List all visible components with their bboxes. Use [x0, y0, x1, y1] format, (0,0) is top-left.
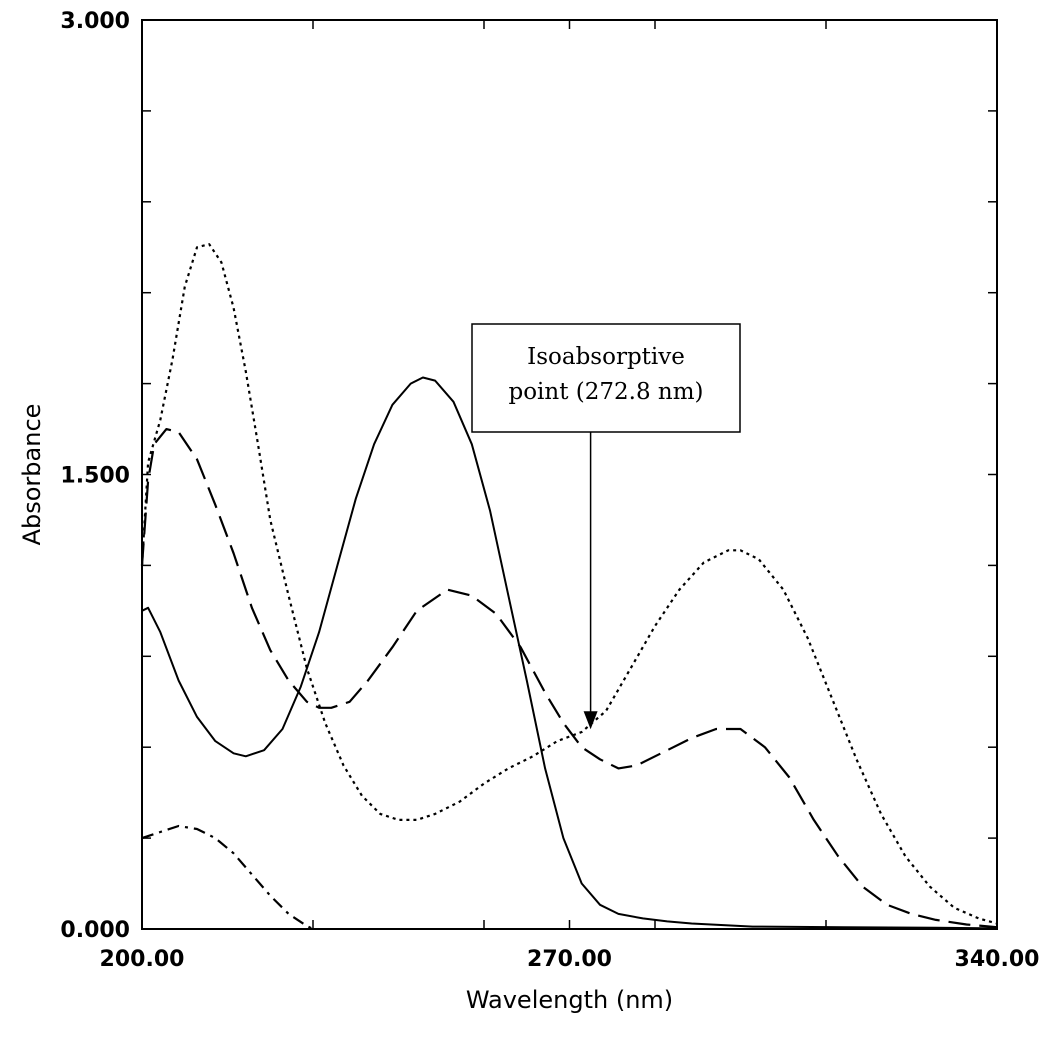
x-tick-label-200: 200.00: [100, 947, 185, 972]
y-axis-title: Absorbance: [18, 404, 46, 546]
series-layer: [140, 243, 998, 930]
x-tick-label-340: 340.00: [955, 947, 1040, 972]
y-tick-label-1-5: 1.500: [60, 464, 130, 489]
axis-ticks: [141, 19, 998, 930]
series-line-solid: [141, 376, 998, 930]
y-tick-label-3: 3.000: [60, 9, 130, 34]
annotation-arrow-head: [583, 711, 598, 730]
x-tick-label-270: 270.00: [527, 947, 612, 972]
y-tick-label-0: 0.000: [60, 918, 130, 943]
series-line-dashed: [140, 428, 998, 929]
isoabsorptive-annotation: Isoabsorptive point (272.8 nm): [471, 323, 741, 730]
x-axis-title: Wavelength (nm): [466, 986, 673, 1014]
annotation-text-line2: point (272.8 nm): [508, 379, 703, 405]
annotation-box: [471, 323, 741, 433]
series-line-dashdot: [141, 824, 314, 930]
annotation-text-line1: Isoabsorptive: [527, 344, 685, 370]
plot-frame: [141, 19, 998, 930]
